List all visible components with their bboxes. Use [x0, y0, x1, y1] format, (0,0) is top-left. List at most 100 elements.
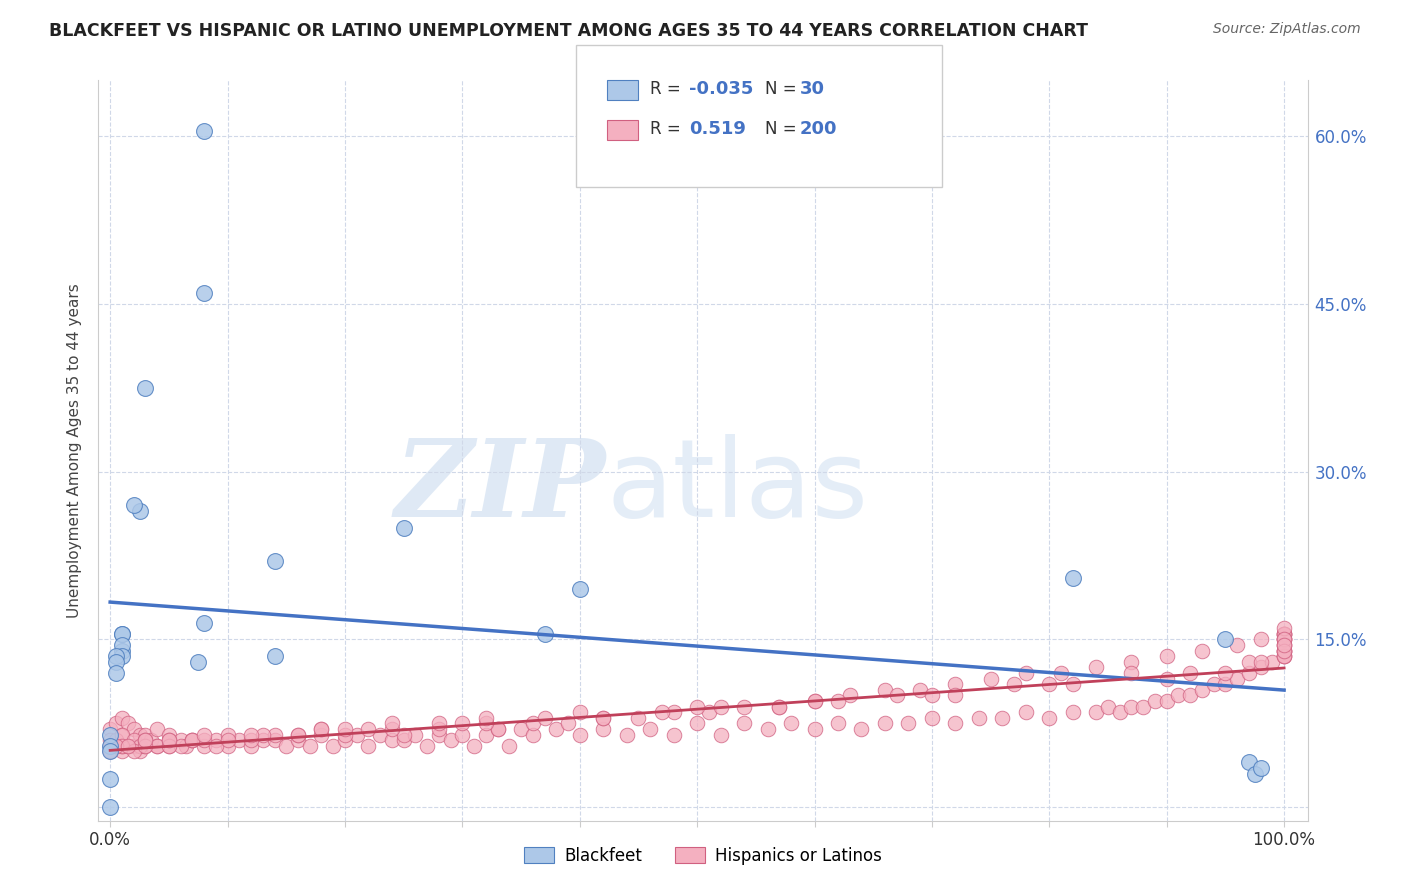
- Point: [111, 744, 134, 758]
- Point: [651, 705, 673, 719]
- Point: [111, 727, 134, 741]
- Point: [827, 716, 849, 731]
- Point: [157, 733, 180, 747]
- Point: [1272, 649, 1295, 664]
- Point: [1272, 643, 1295, 657]
- Point: [134, 739, 156, 753]
- Point: [638, 722, 661, 736]
- Point: [134, 727, 156, 741]
- Point: [945, 677, 967, 691]
- Point: [122, 722, 145, 736]
- Point: [1272, 621, 1295, 635]
- Text: 30: 30: [800, 80, 825, 98]
- Point: [311, 722, 333, 736]
- Point: [263, 733, 285, 747]
- Y-axis label: Unemployment Among Ages 35 to 44 years: Unemployment Among Ages 35 to 44 years: [67, 283, 83, 618]
- Point: [98, 744, 121, 758]
- Point: [921, 689, 943, 703]
- Point: [128, 739, 150, 753]
- Point: [533, 711, 555, 725]
- Point: [686, 699, 709, 714]
- Point: [1015, 705, 1038, 719]
- Point: [1156, 649, 1178, 664]
- Point: [176, 739, 198, 753]
- Point: [1237, 655, 1260, 669]
- Point: [252, 733, 274, 747]
- Point: [157, 733, 180, 747]
- Point: [98, 744, 121, 758]
- Point: [1272, 632, 1295, 647]
- Point: [1272, 627, 1295, 641]
- Point: [1038, 711, 1060, 725]
- Point: [105, 655, 128, 669]
- Point: [111, 711, 134, 725]
- Text: 200: 200: [800, 120, 838, 138]
- Point: [475, 727, 498, 741]
- Point: [768, 699, 790, 714]
- Point: [122, 498, 145, 512]
- Point: [1237, 756, 1260, 770]
- Point: [486, 722, 509, 736]
- Point: [122, 733, 145, 747]
- Point: [105, 666, 128, 681]
- Point: [733, 699, 755, 714]
- Point: [141, 733, 163, 747]
- Point: [122, 744, 145, 758]
- Point: [169, 739, 191, 753]
- Point: [98, 727, 121, 741]
- Text: N =: N =: [765, 80, 801, 98]
- Point: [1272, 643, 1295, 657]
- Point: [427, 722, 450, 736]
- Point: [98, 722, 121, 736]
- Point: [217, 727, 239, 741]
- Point: [1272, 638, 1295, 652]
- Point: [616, 727, 638, 741]
- Point: [427, 716, 450, 731]
- Point: [1002, 677, 1025, 691]
- Point: [204, 733, 226, 747]
- Point: [311, 722, 333, 736]
- Point: [686, 716, 709, 731]
- Point: [1085, 705, 1108, 719]
- Point: [908, 682, 931, 697]
- Point: [1272, 643, 1295, 657]
- Text: Source: ZipAtlas.com: Source: ZipAtlas.com: [1213, 22, 1361, 37]
- Point: [780, 716, 803, 731]
- Point: [193, 285, 215, 300]
- Point: [105, 739, 128, 753]
- Point: [357, 722, 380, 736]
- Point: [475, 711, 498, 725]
- Point: [98, 739, 121, 753]
- Point: [333, 733, 356, 747]
- Point: [392, 521, 415, 535]
- Point: [439, 733, 461, 747]
- Point: [803, 694, 825, 708]
- Point: [533, 627, 555, 641]
- Point: [427, 727, 450, 741]
- Point: [146, 722, 169, 736]
- Point: [146, 739, 169, 753]
- Point: [381, 716, 404, 731]
- Point: [1180, 689, 1202, 703]
- Point: [627, 711, 650, 725]
- Point: [105, 716, 128, 731]
- Point: [169, 733, 191, 747]
- Text: 0.519: 0.519: [689, 120, 745, 138]
- Point: [181, 733, 204, 747]
- Point: [1121, 666, 1143, 681]
- Point: [263, 649, 285, 664]
- Point: [1191, 682, 1213, 697]
- Point: [1250, 660, 1272, 674]
- Point: [134, 733, 156, 747]
- Point: [128, 744, 150, 758]
- Point: [1062, 571, 1084, 585]
- Point: [522, 716, 544, 731]
- Point: [1250, 761, 1272, 775]
- Point: [1272, 632, 1295, 647]
- Point: [287, 733, 309, 747]
- Point: [252, 727, 274, 741]
- Point: [117, 739, 139, 753]
- Point: [1215, 632, 1237, 647]
- Point: [710, 727, 733, 741]
- Point: [592, 722, 614, 736]
